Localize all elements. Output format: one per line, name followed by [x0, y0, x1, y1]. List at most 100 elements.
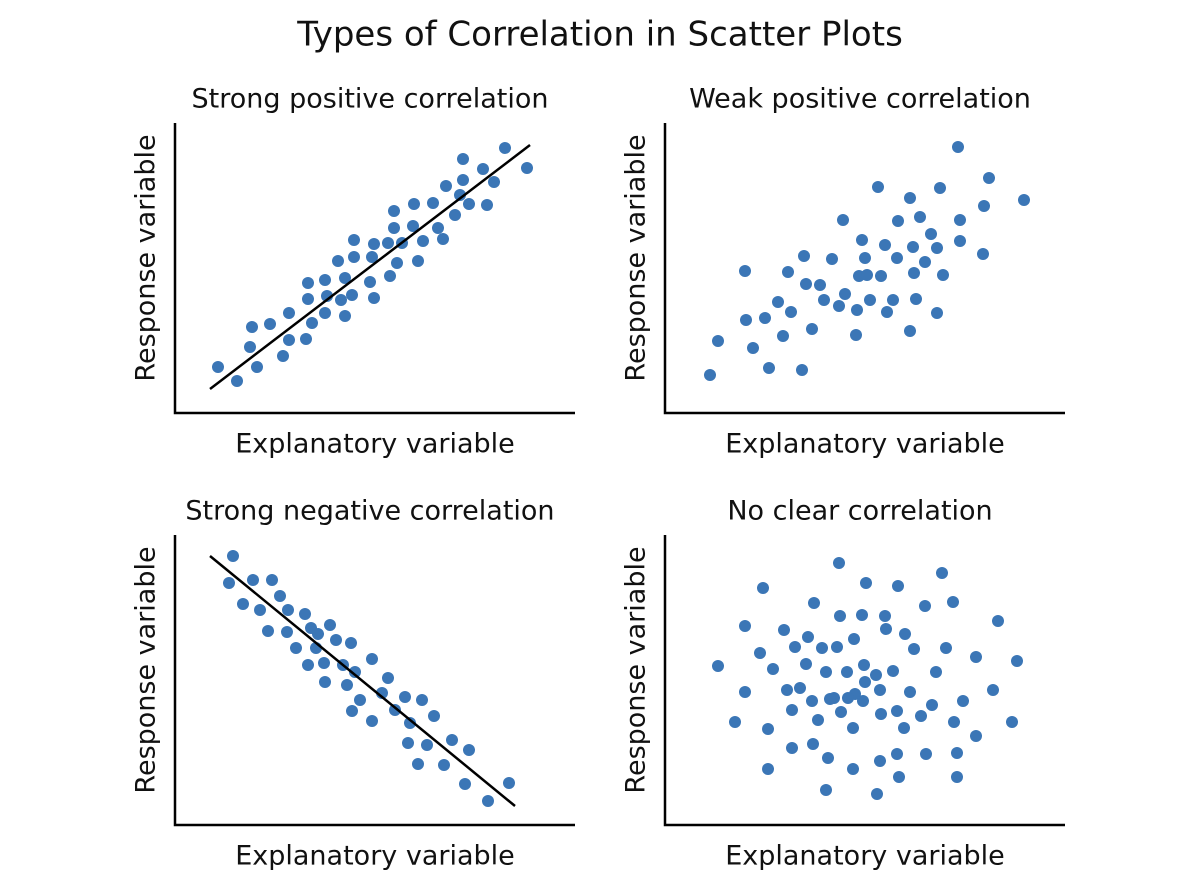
point [892, 580, 904, 592]
point [454, 189, 466, 201]
point [366, 715, 378, 727]
point [300, 333, 312, 345]
point [772, 296, 784, 308]
point [893, 771, 905, 783]
point [992, 615, 1004, 627]
axes [173, 535, 575, 827]
point [438, 759, 450, 771]
point [277, 350, 289, 362]
y-axis-label: Response variable [131, 546, 162, 793]
point [306, 317, 318, 329]
point [754, 647, 766, 659]
point [1018, 194, 1030, 206]
point [319, 676, 331, 688]
point [802, 631, 814, 643]
point [446, 734, 458, 746]
point [822, 752, 834, 764]
point [931, 307, 943, 319]
point [463, 744, 475, 756]
point [231, 375, 243, 387]
point [477, 163, 489, 175]
point [951, 747, 963, 759]
point [346, 289, 358, 301]
point [391, 257, 403, 269]
point [262, 625, 274, 637]
point [341, 679, 353, 691]
point [290, 642, 302, 654]
point [833, 300, 845, 312]
point [937, 269, 949, 281]
point [954, 214, 966, 226]
point [763, 362, 775, 374]
point [864, 294, 876, 306]
point [794, 682, 806, 694]
point [319, 274, 331, 286]
point [382, 237, 394, 249]
point [778, 624, 790, 636]
point [782, 266, 794, 278]
point [740, 314, 752, 326]
point [704, 369, 716, 381]
point [948, 716, 960, 728]
point [437, 233, 449, 245]
point [816, 642, 828, 654]
point [919, 600, 931, 612]
point [824, 693, 836, 705]
y-axis-label: Response variable [621, 134, 652, 381]
point [712, 660, 724, 672]
point [412, 758, 424, 770]
point [808, 597, 820, 609]
point [345, 637, 357, 649]
point [904, 192, 916, 204]
point [237, 598, 249, 610]
x-axis-label: Explanatory variable [725, 429, 1005, 460]
point [388, 222, 400, 234]
point [831, 641, 843, 653]
point [482, 795, 494, 807]
point [870, 669, 882, 681]
point [887, 294, 899, 306]
point [412, 255, 424, 267]
point [919, 256, 931, 268]
point [521, 162, 533, 174]
point [907, 241, 919, 253]
point [368, 238, 380, 250]
y-axis-label: Response variable [621, 546, 652, 793]
point [499, 142, 511, 154]
point [330, 634, 342, 646]
point [920, 748, 932, 760]
point [857, 695, 869, 707]
point [427, 197, 439, 209]
point [904, 686, 916, 698]
point [934, 182, 946, 194]
point [880, 623, 892, 635]
point [354, 694, 366, 706]
point [856, 609, 868, 621]
point [227, 550, 239, 562]
panel-title: Weak positive correlation [689, 84, 1031, 115]
point [781, 684, 793, 696]
x-axis-label: Explanatory variable [235, 429, 515, 460]
point [346, 705, 358, 717]
point [796, 364, 808, 376]
point [837, 214, 849, 226]
axes [173, 123, 575, 415]
point [860, 577, 872, 589]
point [247, 574, 259, 586]
point [388, 205, 400, 217]
point [319, 307, 331, 319]
point [977, 248, 989, 260]
point [926, 699, 938, 711]
point [925, 228, 937, 240]
panel-title: Strong positive correlation [192, 84, 549, 115]
axes [663, 123, 1065, 415]
point [931, 242, 943, 254]
point [459, 778, 471, 790]
point [274, 590, 286, 602]
point [970, 730, 982, 742]
point [335, 294, 347, 306]
point [891, 705, 903, 717]
point [408, 198, 420, 210]
point [339, 310, 351, 322]
